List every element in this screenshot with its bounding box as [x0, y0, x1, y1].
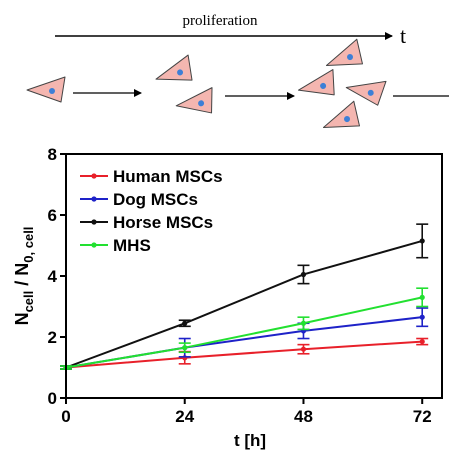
data-point — [419, 338, 425, 345]
x-tick-label: 72 — [413, 407, 432, 426]
data-point — [419, 294, 425, 300]
legend-marker — [91, 173, 97, 179]
series-mhs — [60, 287, 429, 371]
proliferation-schematic: proliferation t — [26, 13, 449, 128]
data-point — [300, 320, 307, 326]
y-tick-label: 2 — [48, 328, 57, 347]
data-point — [182, 345, 188, 351]
x-axis-ticks: 0 24 48 72 — [61, 398, 432, 426]
legend-label: MHS — [113, 236, 151, 255]
nucleus-icon — [344, 116, 351, 123]
series-human-mscs — [60, 337, 429, 371]
y-label-mid: / N — [12, 263, 32, 291]
cell-icon — [325, 38, 363, 66]
legend-item: MHS — [80, 236, 151, 255]
cell-icon — [155, 54, 193, 81]
plot-frame — [65, 153, 443, 399]
y-label-sub1: cell — [21, 291, 36, 313]
x-tick-label: 0 — [61, 407, 70, 426]
legend-item: Human MSCs — [80, 167, 223, 186]
series-line — [65, 340, 423, 369]
cell-icon — [297, 69, 335, 96]
nucleus-icon — [177, 69, 184, 76]
data-point — [300, 271, 307, 278]
legend-item: Horse MSCs — [80, 213, 213, 232]
cell-icon — [322, 100, 360, 128]
nucleus-icon — [347, 54, 354, 61]
nucleus-icon — [198, 100, 205, 107]
y-label-sub2: 0, cell — [21, 227, 36, 263]
data-point — [419, 238, 425, 244]
data-point — [182, 320, 188, 326]
y-tick-label: 4 — [48, 267, 58, 286]
legend-marker — [91, 242, 97, 248]
series-dog-mscs — [60, 307, 429, 371]
legend-label: Horse MSCs — [113, 213, 213, 232]
data-point — [300, 346, 307, 352]
nucleus-icon — [49, 88, 55, 94]
cell-icon — [175, 87, 213, 114]
legend-marker — [91, 196, 97, 202]
nucleus-icon — [367, 89, 374, 96]
time-symbol: t — [400, 23, 406, 48]
series-line — [65, 316, 423, 369]
x-tick-label: 24 — [175, 407, 194, 426]
y-axis-label: Ncell / N0, cell — [12, 227, 36, 326]
x-tick-label: 48 — [294, 407, 313, 426]
cell-icon — [26, 76, 66, 103]
legend-item: Dog MSCs — [80, 190, 198, 209]
series-layer — [60, 223, 429, 371]
legend: Human MSCs Dog MSCs Horse MSCs MHS — [80, 167, 223, 255]
series-line — [65, 296, 423, 369]
y-tick-label: 8 — [48, 145, 57, 164]
series-line — [65, 239, 423, 369]
y-tick-label: 0 — [48, 389, 57, 408]
legend-marker — [91, 219, 97, 225]
y-tick-label: 6 — [48, 206, 57, 225]
y-label-main: N — [12, 312, 32, 325]
nucleus-icon — [320, 82, 327, 89]
legend-label: Human MSCs — [113, 167, 223, 186]
proliferation-label: proliferation — [183, 13, 258, 29]
data-point — [419, 314, 425, 320]
x-axis-label: t [h] — [234, 431, 266, 450]
legend-label: Dog MSCs — [113, 190, 198, 209]
cell-icon — [345, 80, 387, 106]
